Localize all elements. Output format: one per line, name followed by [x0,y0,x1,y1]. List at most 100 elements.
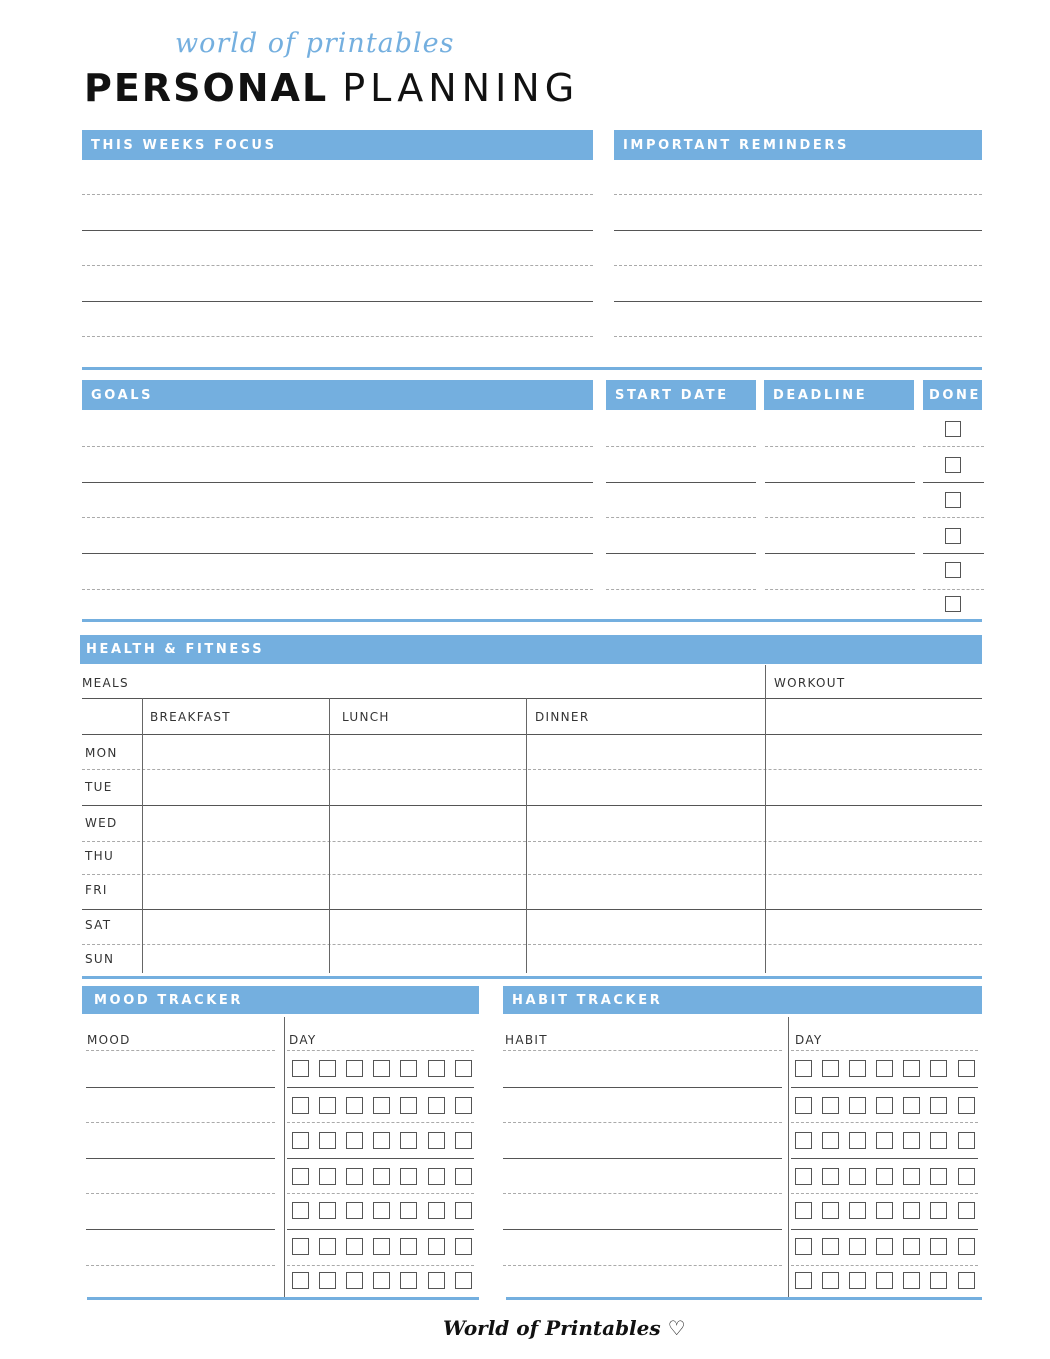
mood-day-checkbox[interactable] [455,1202,472,1219]
mood-day-checkbox[interactable] [292,1202,309,1219]
mood-day-checkbox[interactable] [346,1097,363,1114]
done-line[interactable] [923,482,984,483]
habit-day-checkbox[interactable] [903,1132,920,1149]
mood-day-checkbox[interactable] [319,1272,336,1289]
goal-line[interactable] [82,553,593,554]
habit-day-checkbox[interactable] [849,1060,866,1077]
habit-day-checkbox[interactable] [958,1168,975,1185]
habit-day-checkbox[interactable] [795,1097,812,1114]
mood-day-checkbox[interactable] [428,1202,445,1219]
habit-day-checkbox[interactable] [822,1097,839,1114]
habit-day-checkbox[interactable] [930,1202,947,1219]
habit-day-checkbox[interactable] [903,1168,920,1185]
reminder-line[interactable] [614,194,982,195]
table-row-line[interactable] [82,874,982,875]
mood-day-checkbox[interactable] [292,1238,309,1255]
mood-day-checkbox[interactable] [400,1060,417,1077]
focus-line[interactable] [82,230,593,231]
habit-day-checkbox[interactable] [958,1060,975,1077]
start-date-line[interactable] [606,517,756,518]
mood-day-checkbox[interactable] [455,1168,472,1185]
habit-line[interactable] [503,1122,782,1123]
habit-day-checkbox[interactable] [795,1132,812,1149]
habit-day-checkbox[interactable] [795,1272,812,1289]
mood-day-line[interactable] [287,1087,474,1088]
habit-day-checkbox[interactable] [876,1202,893,1219]
habit-day-checkbox[interactable] [958,1238,975,1255]
habit-line[interactable] [503,1265,782,1266]
mood-day-checkbox[interactable] [428,1060,445,1077]
mood-day-checkbox[interactable] [455,1060,472,1077]
habit-line[interactable] [503,1193,782,1194]
habit-day-checkbox[interactable] [822,1168,839,1185]
habit-day-checkbox[interactable] [876,1238,893,1255]
done-line[interactable] [923,517,984,518]
mood-day-checkbox[interactable] [292,1097,309,1114]
mood-day-line[interactable] [287,1265,474,1266]
habit-day-checkbox[interactable] [958,1097,975,1114]
mood-line[interactable] [86,1158,275,1159]
habit-day-checkbox[interactable] [930,1168,947,1185]
habit-day-checkbox[interactable] [849,1132,866,1149]
habit-day-checkbox[interactable] [930,1097,947,1114]
mood-day-line[interactable] [287,1193,474,1194]
mood-day-checkbox[interactable] [400,1238,417,1255]
habit-day-checkbox[interactable] [849,1272,866,1289]
habit-day-checkbox[interactable] [903,1060,920,1077]
done-checkbox[interactable] [945,457,961,473]
habit-day-checkbox[interactable] [876,1060,893,1077]
habit-day-checkbox[interactable] [822,1132,839,1149]
habit-day-checkbox[interactable] [930,1272,947,1289]
done-checkbox[interactable] [945,528,961,544]
table-row-line[interactable] [82,805,982,806]
habit-line[interactable] [503,1229,782,1230]
table-row-line[interactable] [82,944,982,945]
habit-day-line[interactable] [791,1193,978,1194]
focus-line[interactable] [82,265,593,266]
habit-day-checkbox[interactable] [958,1272,975,1289]
start-date-line[interactable] [606,446,756,447]
habit-day-checkbox[interactable] [849,1097,866,1114]
mood-day-checkbox[interactable] [319,1097,336,1114]
mood-line[interactable] [86,1087,275,1088]
reminder-line[interactable] [614,336,982,337]
done-line[interactable] [923,553,984,554]
mood-day-checkbox[interactable] [346,1272,363,1289]
habit-line[interactable] [503,1087,782,1088]
table-row-line[interactable] [82,909,982,910]
habit-day-checkbox[interactable] [795,1168,812,1185]
habit-day-checkbox[interactable] [876,1168,893,1185]
mood-day-checkbox[interactable] [400,1202,417,1219]
deadline-line[interactable] [765,589,915,590]
mood-day-checkbox[interactable] [373,1238,390,1255]
habit-day-checkbox[interactable] [903,1097,920,1114]
deadline-line[interactable] [765,446,915,447]
mood-line[interactable] [86,1122,275,1123]
goal-line[interactable] [82,517,593,518]
mood-day-checkbox[interactable] [400,1132,417,1149]
table-line[interactable] [82,698,982,699]
done-line[interactable] [923,589,984,590]
done-checkbox[interactable] [945,596,961,612]
mood-day-checkbox[interactable] [428,1132,445,1149]
habit-day-checkbox[interactable] [903,1202,920,1219]
habit-day-checkbox[interactable] [903,1272,920,1289]
habit-day-checkbox[interactable] [876,1132,893,1149]
mood-day-checkbox[interactable] [319,1168,336,1185]
mood-day-line[interactable] [287,1229,474,1230]
mood-day-checkbox[interactable] [319,1202,336,1219]
start-date-line[interactable] [606,553,756,554]
mood-day-checkbox[interactable] [319,1238,336,1255]
focus-line[interactable] [82,336,593,337]
mood-day-checkbox[interactable] [373,1272,390,1289]
mood-day-checkbox[interactable] [373,1060,390,1077]
mood-day-checkbox[interactable] [428,1168,445,1185]
mood-day-checkbox[interactable] [400,1272,417,1289]
table-row-line[interactable] [82,841,982,842]
mood-day-line[interactable] [287,1158,474,1159]
dotted-line[interactable] [791,1050,978,1051]
dotted-line[interactable] [86,1050,275,1051]
done-line[interactable] [923,446,984,447]
dotted-line[interactable] [287,1050,474,1051]
habit-day-checkbox[interactable] [930,1132,947,1149]
